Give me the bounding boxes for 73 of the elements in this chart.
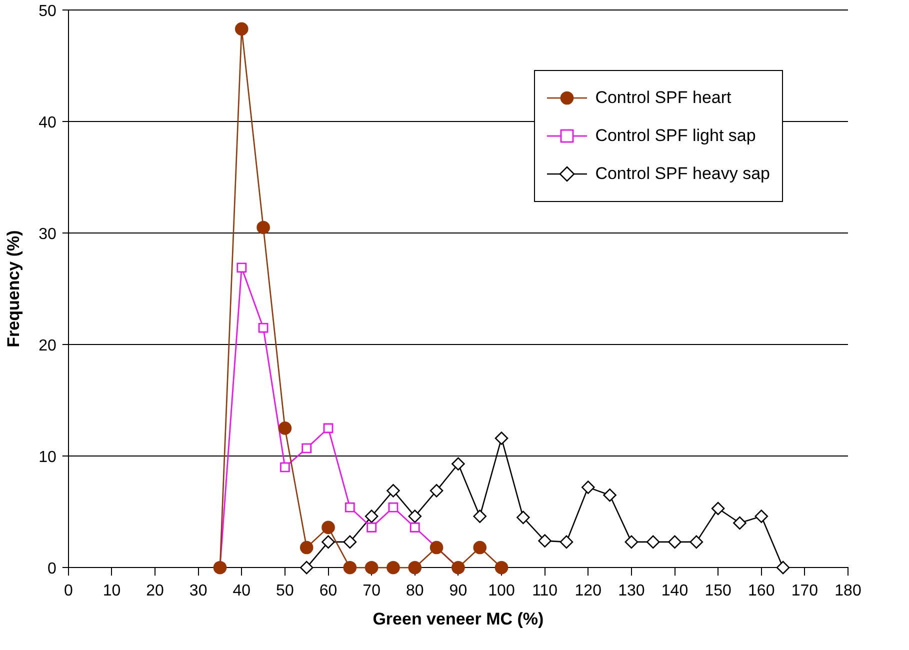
legend-label: Control SPF heavy sap: [595, 164, 770, 184]
point: [408, 510, 422, 523]
point: [473, 510, 487, 523]
point: [646, 535, 660, 549]
x-tick-label: 40: [232, 582, 251, 600]
point: [388, 502, 398, 512]
x-tick-label: 150: [704, 582, 732, 600]
y-tick-label: 0: [48, 560, 56, 578]
x-tick-label: 110: [532, 582, 558, 600]
point: [236, 262, 247, 273]
point: [280, 462, 290, 472]
point: [408, 560, 422, 574]
x-tick-label: 20: [146, 582, 164, 600]
y-tick-label: 30: [38, 226, 56, 244]
x-tick-label: 170: [791, 582, 818, 600]
point: [560, 535, 574, 549]
y-tick-label: 40: [38, 114, 56, 132]
point: [494, 560, 508, 574]
point: [364, 510, 378, 523]
x-tick-label: 130: [618, 582, 645, 600]
x-tick-label: 140: [661, 582, 688, 600]
point: [776, 560, 790, 574]
point: [754, 510, 768, 523]
point: [603, 488, 616, 502]
x-tick-label: 160: [748, 582, 775, 600]
point: [733, 516, 746, 530]
x-tick-label: 70: [362, 582, 381, 600]
point: [258, 322, 268, 333]
point: [624, 535, 638, 549]
point: [322, 520, 335, 534]
point: [345, 502, 355, 512]
y-tick-label: 10: [38, 449, 56, 466]
point: [538, 534, 552, 548]
x-tick-label: 10: [102, 582, 121, 600]
y-tick-label: 20: [38, 338, 56, 355]
point: [410, 522, 420, 532]
point: [473, 540, 487, 554]
x-tick-label: 30: [189, 582, 208, 600]
x-axis-title: Green veneer MC (%): [372, 609, 544, 628]
point: [343, 560, 357, 574]
point: [364, 560, 378, 574]
point: [430, 484, 444, 498]
point: [323, 423, 334, 434]
y-tick-label: 50: [38, 3, 56, 20]
point: [322, 535, 335, 549]
point: [234, 22, 248, 36]
point: [581, 480, 595, 494]
point: [300, 540, 314, 554]
point: [668, 535, 682, 549]
point: [256, 220, 270, 234]
legend-label: Control SPF heart: [595, 88, 732, 108]
point: [278, 422, 292, 435]
point: [516, 510, 530, 524]
y-axis-title: Frequency (%): [4, 230, 23, 348]
x-tick-label: 0: [64, 582, 73, 600]
x-tick-label: 100: [488, 582, 515, 600]
point: [302, 443, 312, 454]
point: [386, 560, 400, 574]
point: [366, 522, 376, 532]
point: [452, 457, 465, 471]
point: [386, 484, 400, 498]
x-tick-label: 50: [276, 582, 294, 600]
point: [690, 535, 704, 549]
legend-label: Control SPF light sap: [595, 126, 756, 146]
x-tick-label: 90: [449, 582, 468, 600]
point: [494, 432, 508, 445]
x-tick-label: 120: [574, 582, 602, 600]
point: [711, 502, 725, 516]
point: [300, 560, 314, 574]
x-tick-label: 60: [319, 582, 338, 600]
point: [343, 535, 357, 549]
x-tick-label: 80: [406, 582, 424, 600]
x-tick-label: 180: [834, 582, 862, 600]
